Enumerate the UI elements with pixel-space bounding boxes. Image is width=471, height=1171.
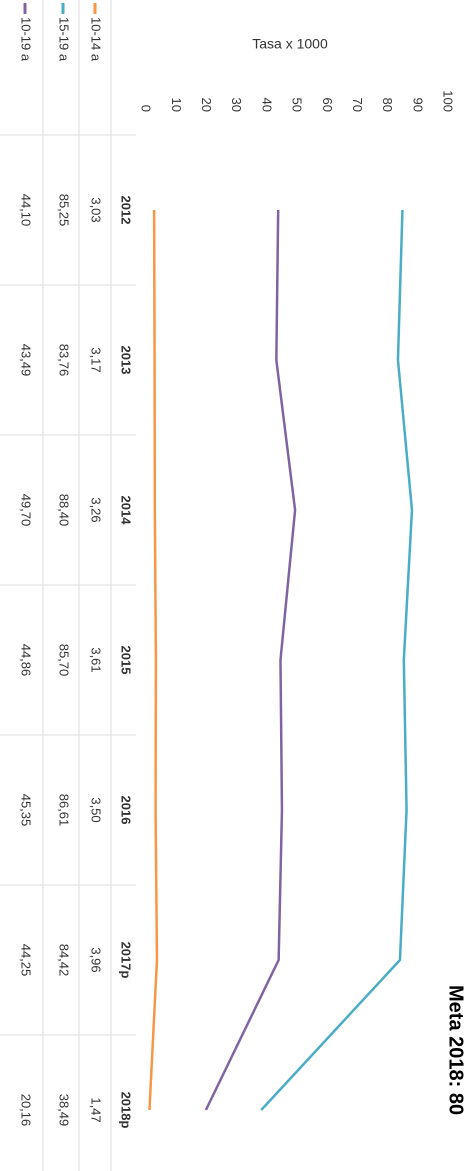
data-label: 3,03	[89, 197, 104, 222]
data-label: 86,61	[57, 794, 72, 827]
y-tick-label: 100	[441, 90, 456, 112]
chart-title: Meta 2018: 80	[445, 985, 467, 1115]
x-tick-label: 2016	[119, 796, 134, 825]
series-line	[260, 209, 414, 1111]
y-tick-label: 50	[290, 98, 305, 112]
legend-label: 10-19 a	[19, 17, 34, 62]
x-tick-label: 2017p	[119, 942, 134, 979]
series-line	[204, 209, 297, 1111]
y-tick-label: 60	[320, 98, 335, 112]
y-axis-title: Tasa x 1000	[252, 36, 328, 52]
data-label: 38,49	[57, 1094, 72, 1127]
x-tick-label: 2012	[119, 196, 134, 225]
data-label: 1,47	[89, 1097, 104, 1122]
x-tick-label: 2018p	[119, 1092, 134, 1129]
data-label: 43,49	[19, 344, 34, 377]
x-tick-label: 2015	[119, 646, 134, 675]
data-label: 83,76	[57, 344, 72, 377]
data-label: 44,86	[19, 644, 34, 677]
data-label: 85,25	[57, 194, 72, 227]
x-tick-label: 2013	[119, 346, 134, 375]
data-label: 85,70	[57, 644, 72, 677]
data-label: 88,40	[57, 494, 72, 527]
data-label: 3,50	[89, 797, 104, 822]
data-label: 3,61	[89, 647, 104, 672]
data-label: 84,42	[57, 944, 72, 977]
data-label: 44,10	[19, 194, 34, 227]
series-line	[148, 209, 159, 1111]
y-tick-label: 80	[380, 98, 395, 112]
data-label: 3,17	[89, 347, 104, 372]
y-tick-label: 10	[169, 98, 184, 112]
data-label: 3,96	[89, 947, 104, 972]
data-label: 49,70	[19, 494, 34, 527]
y-tick-label: 0	[139, 105, 154, 112]
y-tick-label: 40	[259, 98, 274, 112]
data-label: 44,25	[19, 944, 34, 977]
y-tick-label: 30	[229, 98, 244, 112]
data-label: 3,26	[89, 497, 104, 522]
legend-label: 10-14 a	[89, 17, 104, 62]
y-tick-label: 90	[410, 98, 425, 112]
y-tick-label: 20	[199, 98, 214, 112]
y-tick-label: 70	[350, 98, 365, 112]
legend-label: 15-19 a	[57, 17, 72, 62]
data-label: 20,16	[19, 1094, 34, 1127]
data-label: 45,35	[19, 794, 34, 827]
x-tick-label: 2014	[119, 496, 134, 526]
